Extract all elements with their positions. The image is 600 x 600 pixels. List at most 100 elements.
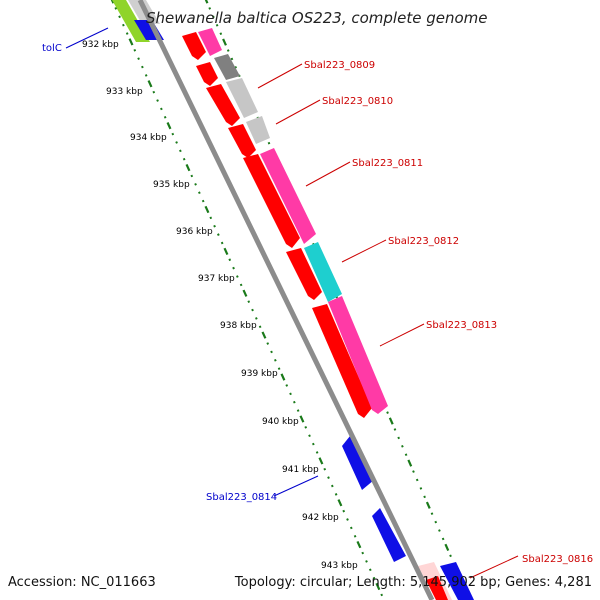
leader-0809 <box>257 63 303 89</box>
minor-tick <box>334 493 338 496</box>
leader-0816 <box>469 555 519 579</box>
major-tick <box>337 499 343 507</box>
kbp-label: 940 kbp <box>262 417 299 427</box>
feature-magenta-top[interactable] <box>198 28 222 56</box>
minor-tick <box>219 32 223 36</box>
feature-blue-a[interactable] <box>342 436 374 490</box>
feature-red-4[interactable] <box>228 124 256 158</box>
gene-features <box>112 0 474 600</box>
minor-tick <box>323 467 327 471</box>
feature-darkgray[interactable] <box>214 54 240 80</box>
minor-tick <box>270 350 273 354</box>
major-tick <box>185 163 191 172</box>
kbp-label: 936 kbp <box>176 227 213 237</box>
gene-label-0809[interactable]: Sbal223_0809 <box>304 60 375 71</box>
gene-label-0810[interactable]: Sbal223_0810 <box>322 96 393 107</box>
minor-tick <box>401 444 404 448</box>
minor-tick <box>190 174 194 178</box>
minor-tick <box>215 23 219 27</box>
major-tick <box>204 205 210 214</box>
kbp-tick-labels: 932 kbp 933 kbp 934 kbp 935 kbp 936 kbp … <box>82 40 358 571</box>
gene-label-tolC[interactable]: tolC <box>42 43 62 54</box>
feature-magenta-0811[interactable] <box>260 148 316 244</box>
minor-tick <box>179 149 182 153</box>
minor-tick <box>212 15 215 19</box>
feature-cyan-0812[interactable] <box>304 242 342 302</box>
minor-tick <box>293 400 296 404</box>
minor-tick <box>397 436 400 440</box>
minor-tick <box>267 141 271 145</box>
kbp-label: 943 kbp <box>321 561 358 571</box>
minor-tick <box>182 157 186 161</box>
tick-tracks <box>110 0 471 600</box>
minor-tick <box>274 358 277 362</box>
major-tick <box>242 289 248 297</box>
major-tick <box>166 122 172 130</box>
feature-blue-0814[interactable] <box>372 508 406 562</box>
minor-tick <box>404 453 408 457</box>
feature-magenta-0813[interactable] <box>328 296 388 414</box>
major-tick <box>223 247 229 256</box>
feature-red-6[interactable] <box>286 248 322 300</box>
major-tick <box>388 417 394 425</box>
gene-labels: tolC Sbal223_0809 Sbal223_0810 Sbal223_0… <box>42 43 593 565</box>
minor-tick <box>198 191 201 195</box>
minor-tick <box>430 512 434 515</box>
minor-tick <box>137 57 140 60</box>
feature-red-1[interactable] <box>182 32 206 60</box>
minor-tick <box>201 199 205 203</box>
minor-tick <box>423 495 426 499</box>
minor-tick <box>160 107 163 111</box>
minor-tick <box>125 32 129 35</box>
major-tick <box>128 38 134 46</box>
minor-tick <box>308 434 311 438</box>
label-leader-lines <box>65 27 519 579</box>
minor-tick <box>449 554 452 558</box>
kbp-label: 941 kbp <box>282 465 319 475</box>
minor-tick <box>175 141 178 144</box>
gene-label-0812[interactable]: Sbal223_0812 <box>388 236 459 247</box>
minor-tick <box>315 451 319 454</box>
minor-tick <box>118 15 121 19</box>
minor-tick <box>208 7 212 10</box>
gene-label-0816[interactable]: Sbal223_0816 <box>522 554 593 565</box>
gene-label-0813[interactable]: Sbal223_0813 <box>426 320 497 331</box>
feature-red-3[interactable] <box>206 84 240 126</box>
feature-bottom-blue[interactable] <box>440 562 474 600</box>
minor-tick <box>285 384 289 387</box>
feature-red-5[interactable] <box>243 154 300 248</box>
feature-tolC[interactable] <box>112 0 150 42</box>
minor-tick <box>289 392 292 396</box>
minor-tick <box>230 57 234 61</box>
minor-tick <box>236 275 239 278</box>
feature-gray-1[interactable] <box>226 78 258 118</box>
minor-tick <box>133 48 137 52</box>
major-tick <box>356 541 362 549</box>
genome-backbone <box>137 0 435 600</box>
major-tick <box>204 0 209 4</box>
gene-label-0811[interactable]: Sbal223_0811 <box>352 158 423 169</box>
major-tick <box>147 80 153 88</box>
kbp-label: 938 kbp <box>220 321 257 331</box>
minor-tick <box>258 325 262 329</box>
minor-tick <box>353 534 357 538</box>
feature-red-7[interactable] <box>312 304 372 418</box>
minor-tick <box>156 99 159 102</box>
minor-tick <box>361 551 365 555</box>
minor-tick <box>194 183 197 186</box>
feature-gray-2[interactable] <box>246 116 270 144</box>
major-tick <box>375 582 381 591</box>
minor-tick <box>312 442 315 446</box>
gene-label-0814[interactable]: Sbal223_0814 <box>206 492 277 503</box>
minor-tick <box>330 484 334 488</box>
feature-red-2[interactable] <box>196 62 218 86</box>
minor-tick <box>209 216 213 220</box>
minor-tick <box>163 115 167 119</box>
major-tick <box>110 0 115 4</box>
leader-0811 <box>305 161 351 187</box>
feature-bottom-red[interactable] <box>426 576 448 600</box>
kbp-label: 939 kbp <box>241 369 278 379</box>
minor-tick <box>368 568 372 572</box>
kbp-label: 937 kbp <box>198 274 235 284</box>
